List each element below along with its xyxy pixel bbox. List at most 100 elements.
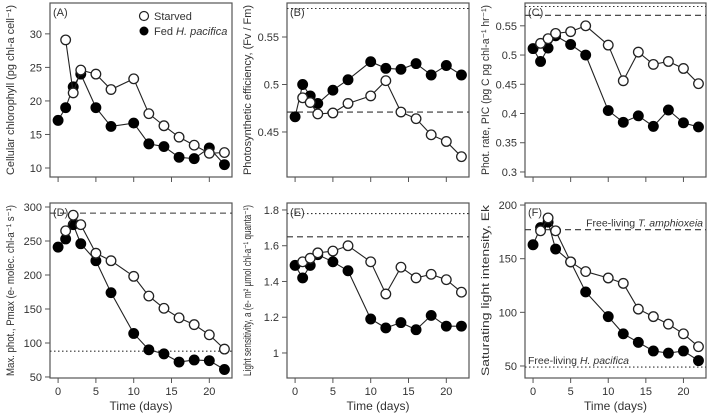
x-tick-label: 15 (402, 386, 414, 398)
x-tick-label: 5 (330, 386, 336, 398)
fed-data-point (380, 322, 392, 334)
starved-series-line (302, 245, 462, 296)
y-tick-label: 0.55 (258, 32, 279, 44)
y-tick-label: 30 (30, 29, 42, 41)
y-tick-label: 20 (30, 96, 42, 108)
fed-data-point (647, 345, 659, 357)
fed-series-line (532, 34, 699, 128)
starved-data-point (455, 151, 467, 163)
fed-data-point (218, 364, 230, 375)
fed-data-point (327, 84, 339, 96)
x-tick-label: 5 (93, 386, 99, 398)
fed-data-point (617, 328, 629, 340)
fed-data-point (188, 354, 200, 366)
fed-data-point (60, 102, 72, 114)
fed-data-point (395, 63, 407, 75)
starved-data-point (647, 58, 659, 70)
starved-data-point (565, 256, 577, 268)
fed-data-point (662, 104, 674, 116)
fed-data-point (647, 120, 659, 132)
y-tick-label: 0.45 (496, 79, 517, 91)
y-axis-label: Phot. rate, PIC (pg C pg chl-a⁻¹ hr⁻¹) (480, 5, 492, 175)
fed-data-point (617, 116, 629, 128)
y-tick-label: 1.4 (264, 276, 279, 288)
panel-a: 10 15 20 25 30 Cellular chlorophyll (pg chl-a… (5, 2, 233, 182)
starved-data-point (342, 240, 354, 252)
starved-data-point (535, 225, 547, 237)
starved-data-point (218, 147, 230, 159)
y-tick-label: 50 (505, 361, 517, 373)
panel-label: (A) (53, 7, 68, 19)
starved-data-point (602, 39, 614, 51)
starved-data-point (395, 261, 407, 273)
x-tick-label: 15 (640, 386, 652, 398)
fed-data-point (365, 56, 377, 68)
fed-data-point (677, 345, 689, 357)
y-tick-label: 250 (24, 236, 42, 248)
y-axis-label: Cellular chlorophyll (pg chl-a cell⁻¹) (5, 5, 17, 175)
starved-data-point (67, 87, 79, 99)
starved-data-point (693, 341, 704, 353)
fed-data-point (410, 324, 422, 336)
starved-data-point (60, 225, 72, 237)
panel-b: 0.45 0.5 0.55 Photosynthetic efficiency, (F… (242, 2, 470, 182)
ref-label-species: H. pacifica (580, 355, 629, 367)
starved-data-point (380, 75, 392, 87)
plot-frame (286, 2, 470, 178)
reference-line-label: Free-living H. pacifica (528, 355, 629, 367)
fed-data-point (580, 286, 592, 298)
x-axis-label: Time (days) (584, 399, 647, 413)
y-tick-label: 150 (24, 304, 42, 316)
starved-data-point (90, 247, 102, 259)
starved-data-point (580, 266, 592, 278)
starved-data-point (677, 328, 689, 340)
starved-data-point (693, 78, 704, 90)
y-tick-label: 0.3 (502, 167, 517, 179)
fed-data-point (632, 336, 644, 348)
panel-c: 0.3 0.35 0.4 0.45 0.5 0.55 Phot. rate, PIC (pg… (480, 2, 707, 182)
starved-data-point (90, 68, 102, 80)
starved-data-point (75, 64, 87, 76)
starved-data-point (632, 46, 644, 58)
fed-data-point (297, 272, 309, 284)
x-tick-label: 15 (165, 386, 177, 398)
starved-data-point (617, 75, 629, 87)
plot-frame (286, 202, 470, 379)
fed-data-point (410, 58, 422, 70)
starved-data-point (647, 311, 659, 323)
fed-data-point (90, 102, 102, 114)
legend-fed-label: Fed H. pacifica (154, 26, 227, 38)
starved-data-point (602, 272, 614, 284)
panel-d: 50 100 150 200 250 300 0 5 10 15 20 Time (days) Max.… (5, 202, 233, 413)
fed-data-point (425, 69, 437, 81)
x-tick-label: 10 (602, 386, 614, 398)
ref-label-prefix: Free-living (528, 355, 580, 367)
starved-data-point (312, 247, 324, 259)
panel-e: 1 1.2 1.4 1.6 1.8 0 5 10 15 20 Time (days) Light se… (242, 202, 470, 413)
y-axis-label: Saturating light intensity, Ek (480, 204, 492, 376)
fed-data-point (128, 117, 140, 129)
panel-label: (C) (528, 7, 543, 19)
fed-data-point (455, 320, 467, 332)
x-tick-label: 20 (440, 386, 452, 398)
fed-data-point (105, 120, 117, 132)
ref-label-prefix: Free-living (586, 218, 638, 230)
fed-data-point (527, 43, 539, 55)
starved-data-point (380, 288, 392, 300)
fed-data-point (327, 256, 339, 268)
fed-data-point (527, 239, 539, 251)
fed-data-point (693, 121, 704, 133)
x-tick-label: 0 (530, 386, 536, 398)
fed-data-point (158, 141, 170, 152)
fed-data-point (602, 311, 614, 323)
y-tick-label: 0.55 (496, 21, 517, 33)
x-tick-label: 0 (55, 386, 61, 398)
y-tick-label: 0.45 (258, 127, 279, 139)
legend-fed-marker (139, 26, 149, 36)
starved-data-point (304, 252, 316, 264)
starved-data-point (143, 290, 155, 302)
fed-data-point (289, 111, 301, 123)
panel-label: (D) (53, 207, 68, 219)
starved-data-point (580, 20, 592, 32)
y-tick-label: 0.5 (502, 50, 517, 62)
